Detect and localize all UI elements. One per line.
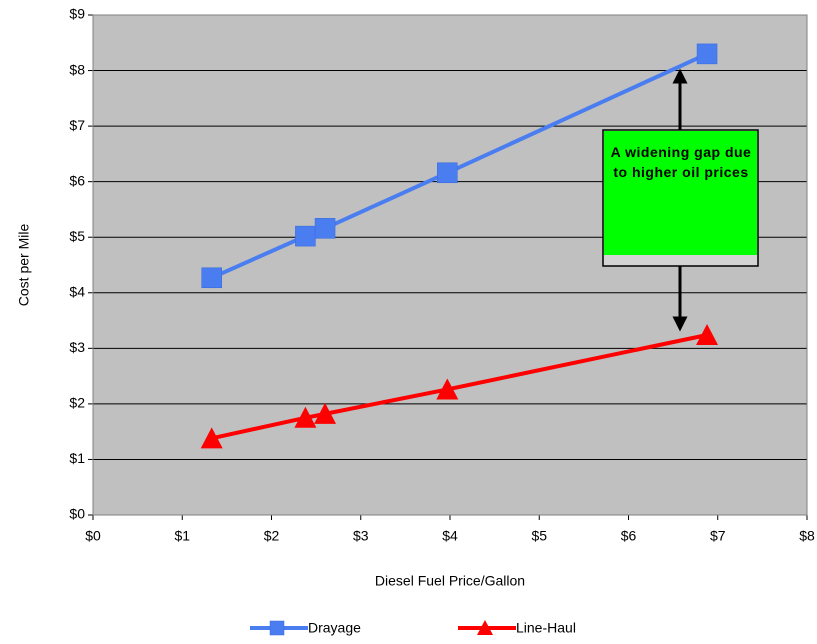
y-tick-label: $7 [69,117,85,133]
y-tick-label: $0 [69,506,85,522]
x-tick-label: $8 [799,528,815,544]
x-tick-label: $1 [174,528,190,544]
y-tick-label: $4 [69,283,85,299]
x-tick-label: $3 [353,528,369,544]
marker [201,267,222,289]
marker [294,406,317,428]
marker [696,324,719,345]
x-tick-label: $7 [710,528,726,544]
y-axis-title: Cost per Mile [16,224,32,307]
legend-marker [477,620,493,635]
legend-marker [269,620,285,636]
y-tick-label: $5 [69,228,85,244]
marker [314,218,336,239]
y-tick-label: $8 [69,61,85,77]
x-tick-label: $2 [264,528,280,544]
marker [314,402,337,424]
x-tick-label: $4 [442,528,458,544]
x-tick-label: $6 [621,528,637,544]
plot-area [88,14,808,520]
marker [200,427,223,449]
y-tick-label: $2 [69,395,85,411]
marker [295,225,316,247]
x-tick-label: $5 [531,528,547,544]
legend-label: Line-Haul [516,620,576,636]
marker [696,43,718,65]
legend-label: Drayage [308,620,361,636]
y-tick-label: $3 [69,339,85,355]
annotation [602,68,759,332]
y-tick-label: $9 [69,6,85,22]
marker [437,162,458,184]
annotation-fill [604,131,757,255]
annotation-text: A widening gap due to higher oil prices [610,144,752,180]
plot-border [92,14,808,516]
x-tick-label: $0 [85,528,101,544]
y-tick-label: $6 [69,172,85,188]
x-axis-title: Diesel Fuel Price/Gallon [375,573,525,589]
marker [436,378,459,400]
y-tick-label: $1 [69,450,85,466]
